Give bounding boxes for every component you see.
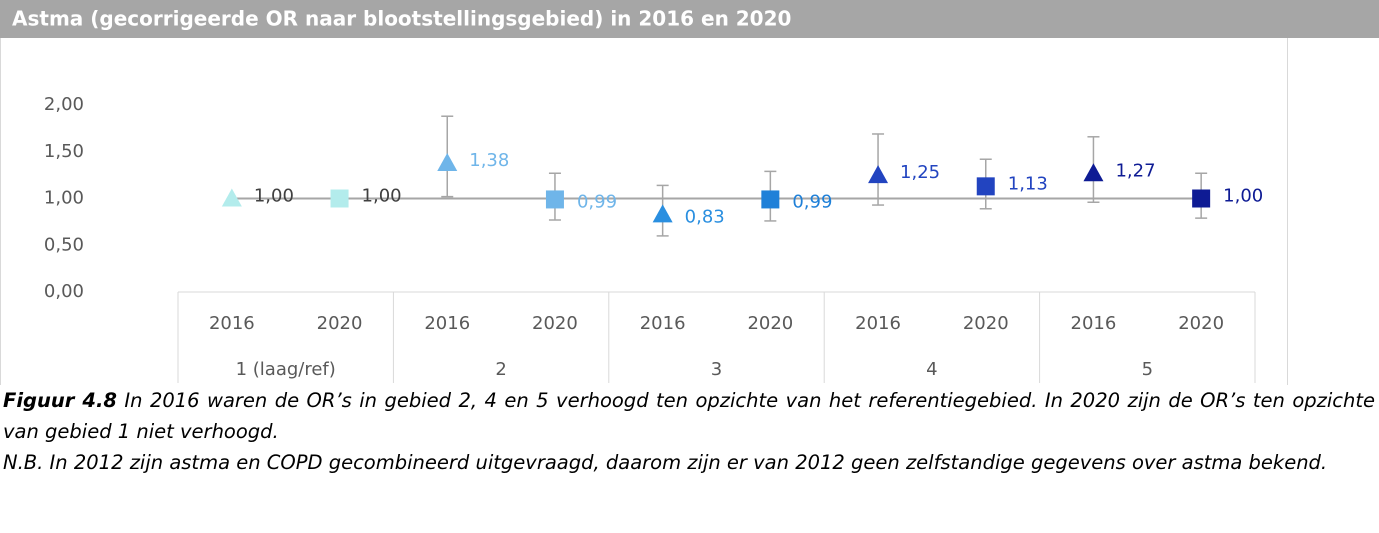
x-tick-label: 2016	[209, 313, 255, 334]
marker	[1083, 163, 1104, 182]
chart: Astma (gecorrigeerde OR naar blootstelli…	[0, 0, 1379, 385]
data-label: 1,00	[1223, 186, 1263, 207]
marker	[330, 189, 349, 208]
data-label: 1,13	[1008, 173, 1048, 194]
x-tick-label: 2016	[855, 313, 901, 334]
group-label: 1 (laag/ref)	[236, 359, 336, 380]
marker	[761, 190, 780, 209]
x-tick-label: 2020	[963, 313, 1009, 334]
data-label: 1,27	[1115, 160, 1155, 181]
data-label: 1,00	[362, 186, 402, 207]
x-tick-label: 2020	[1178, 313, 1224, 334]
group-label: 5	[1142, 359, 1153, 380]
marker	[652, 204, 673, 223]
marker	[1192, 189, 1211, 208]
y-tick-label: 0,50	[44, 234, 84, 255]
x-tick-label: 2016	[640, 313, 686, 334]
marker	[976, 177, 995, 196]
y-tick-label: 1,00	[44, 188, 84, 209]
y-tick-label: 0,00	[44, 281, 84, 302]
x-tick-label: 2016	[424, 313, 470, 334]
marker	[868, 165, 889, 184]
data-label: 0,99	[577, 191, 617, 212]
x-tick-label: 2020	[747, 313, 793, 334]
data-label: 1,00	[254, 186, 294, 207]
header-bar	[0, 0, 1379, 38]
group-label: 2	[495, 359, 506, 380]
group-label: 4	[926, 359, 937, 380]
x-tick-label: 2020	[532, 313, 578, 334]
group-label: 3	[711, 359, 722, 380]
caption-label: Figuur 4.8	[3, 389, 117, 412]
data-label: 1,25	[900, 162, 940, 183]
data-label: 0,83	[685, 206, 725, 227]
data-label: 1,38	[469, 150, 509, 171]
caption-note: N.B. In 2012 zijn astma en COPD gecombin…	[3, 451, 1328, 474]
y-tick-label: 2,00	[44, 94, 84, 115]
marker	[221, 188, 242, 207]
caption-text: In 2016 waren de OR’s in gebied 2, 4 en …	[3, 389, 1375, 443]
marker	[437, 152, 458, 171]
y-tick-label: 1,50	[44, 141, 84, 162]
data-label: 0,99	[792, 191, 832, 212]
chart-title: Astma (gecorrigeerde OR naar blootstelli…	[12, 7, 791, 31]
x-tick-label: 2016	[1071, 313, 1117, 334]
marker	[545, 190, 564, 209]
x-tick-label: 2020	[317, 313, 363, 334]
caption: Figuur 4.8 In 2016 waren de OR’s in gebi…	[3, 385, 1375, 478]
